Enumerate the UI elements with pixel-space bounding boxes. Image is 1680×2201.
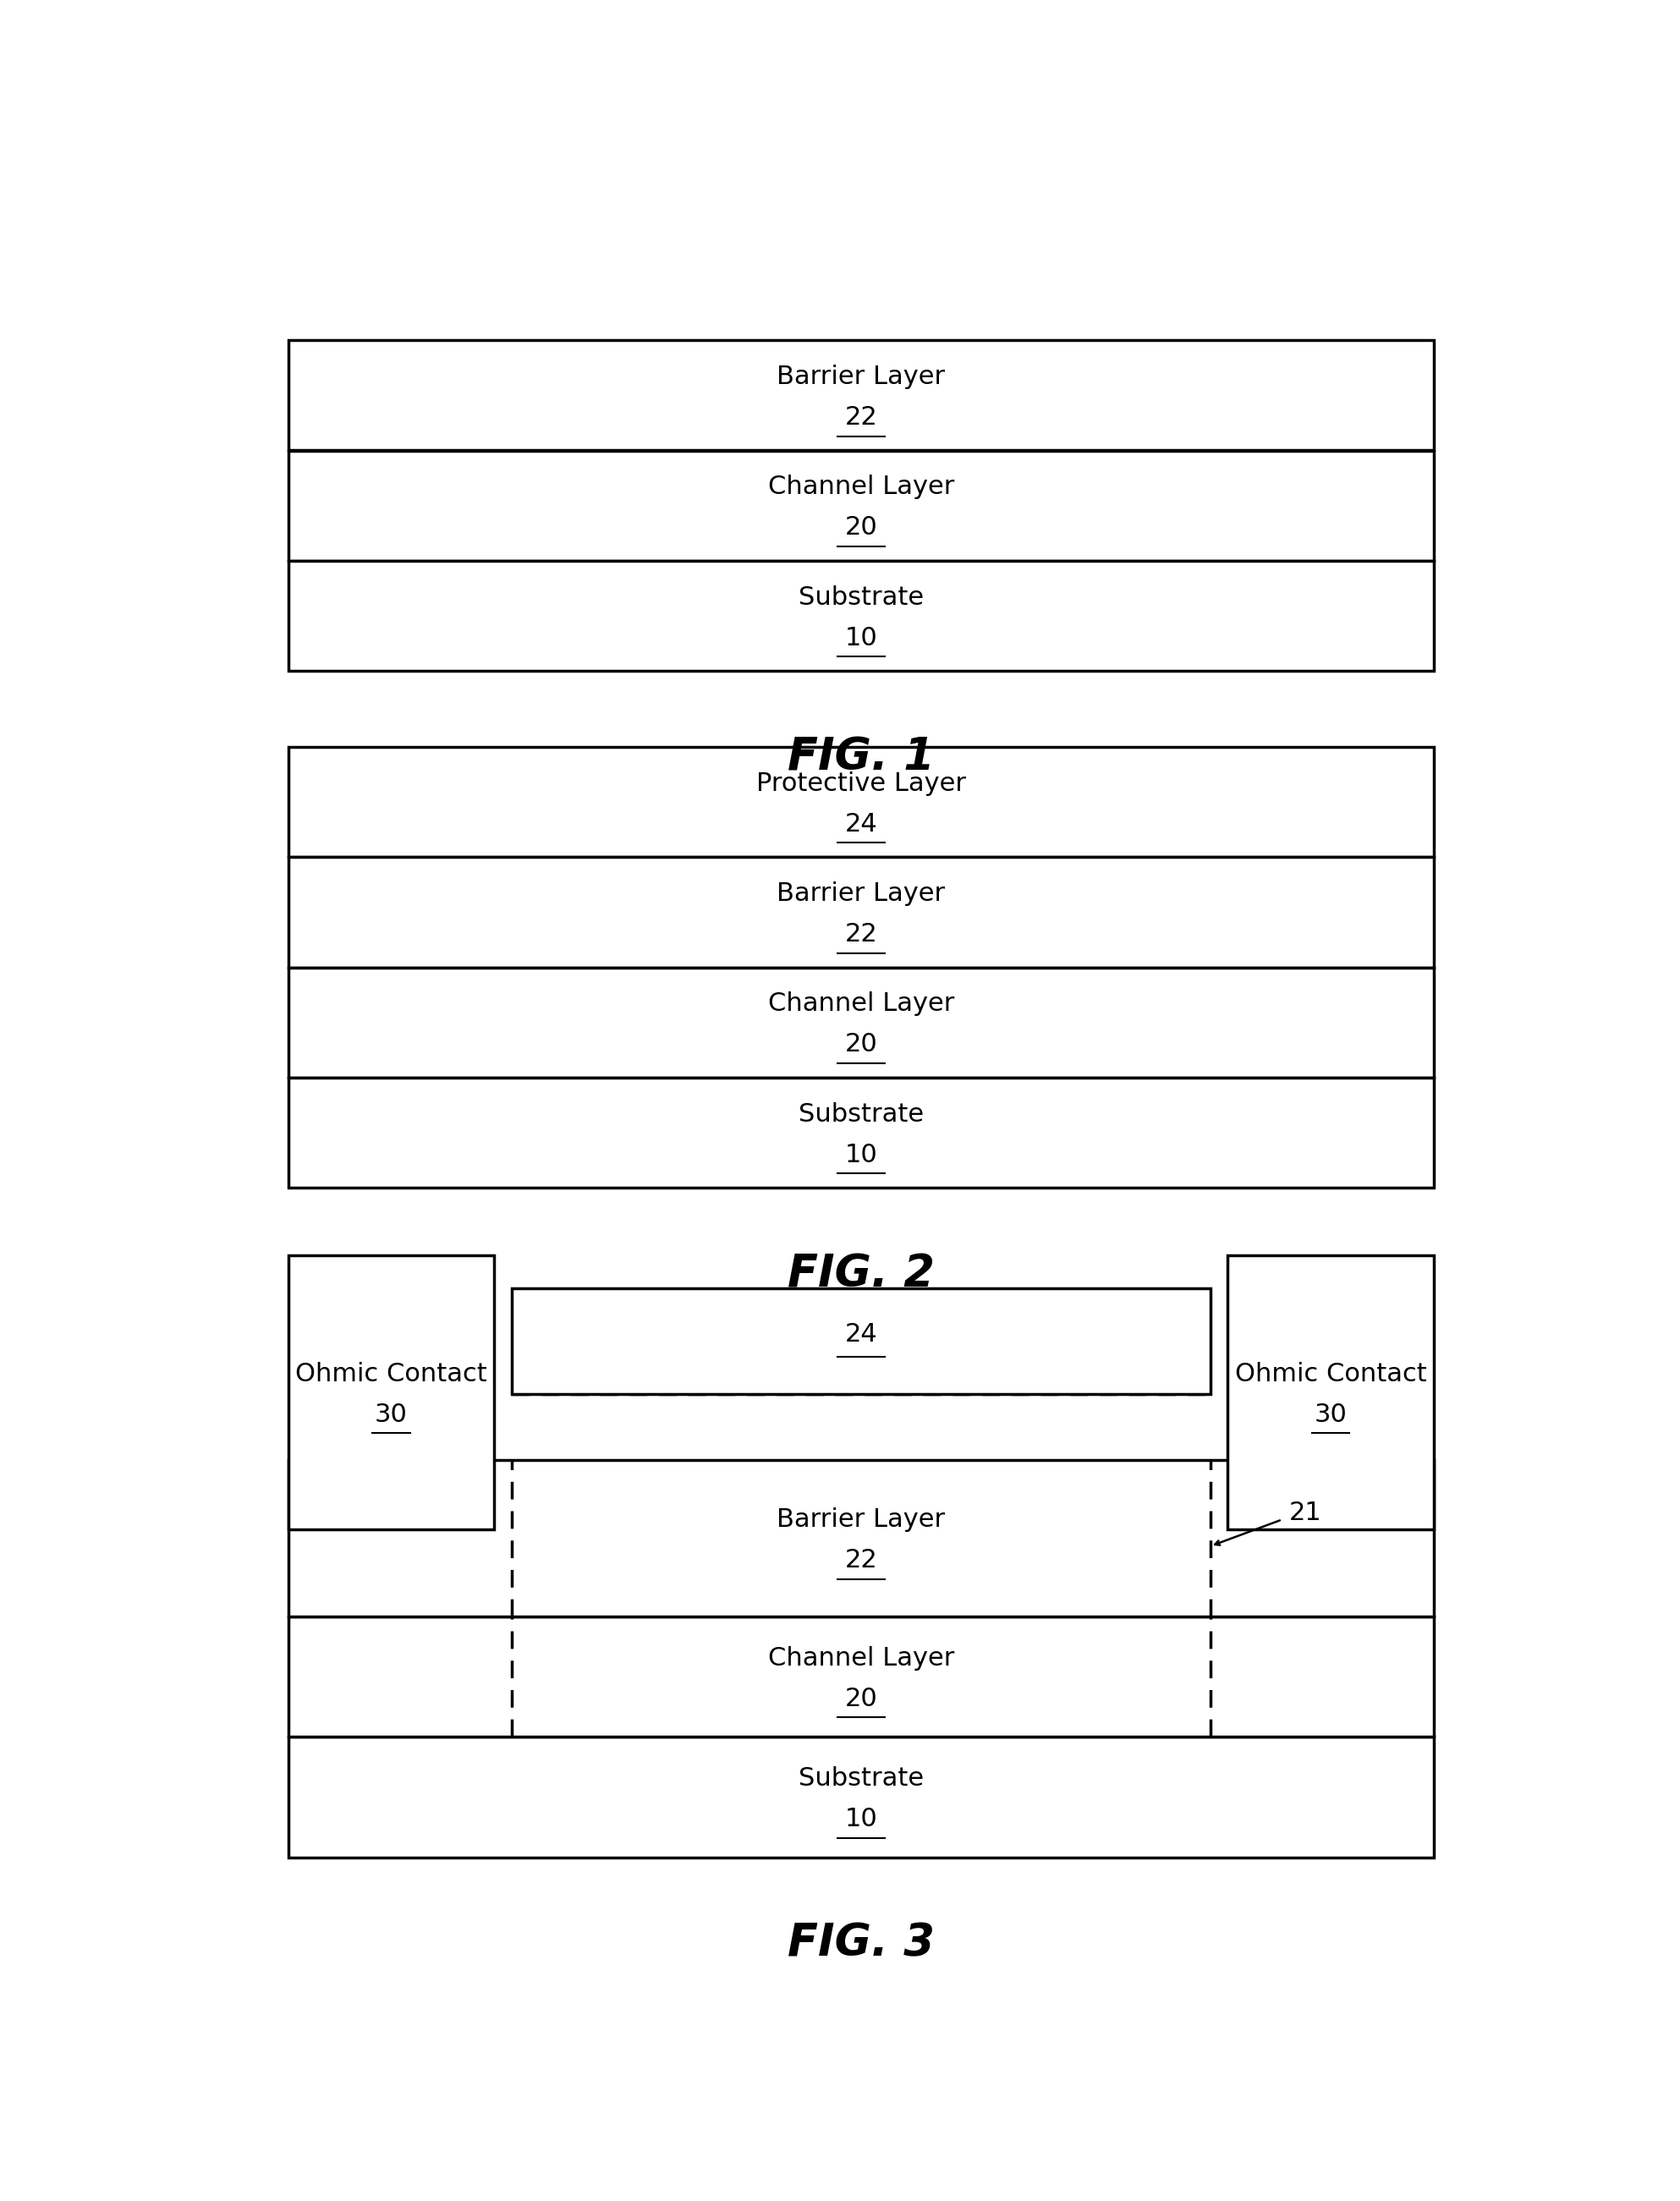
Bar <box>289 1078 1433 1189</box>
Bar <box>289 1737 1433 1858</box>
Bar <box>289 1459 1433 1616</box>
Text: FIG. 1: FIG. 1 <box>788 735 934 779</box>
Text: Channel Layer: Channel Layer <box>768 475 954 500</box>
Text: 22: 22 <box>845 405 877 429</box>
Text: Substrate: Substrate <box>798 1103 924 1127</box>
Text: Substrate: Substrate <box>798 585 924 610</box>
Bar <box>289 746 1433 856</box>
Text: 20: 20 <box>845 1686 877 1710</box>
Text: 22: 22 <box>845 1547 877 1574</box>
Text: 10: 10 <box>845 1142 877 1167</box>
Text: 20: 20 <box>845 1032 877 1056</box>
Text: 24: 24 <box>845 812 877 836</box>
Bar <box>289 1255 494 1530</box>
Bar <box>289 561 1433 671</box>
Text: Barrier Layer: Barrier Layer <box>776 365 946 390</box>
Text: FIG. 3: FIG. 3 <box>788 1921 934 1965</box>
Text: 10: 10 <box>845 625 877 649</box>
Bar <box>289 968 1433 1078</box>
Text: Barrier Layer: Barrier Layer <box>776 880 946 907</box>
Text: Ohmic Contact: Ohmic Contact <box>1235 1362 1426 1387</box>
Text: 21: 21 <box>1289 1501 1322 1525</box>
Bar <box>1228 1255 1433 1530</box>
Text: 20: 20 <box>845 515 877 539</box>
Bar <box>289 341 1433 451</box>
Text: FIG. 2: FIG. 2 <box>788 1252 934 1296</box>
Text: 24: 24 <box>845 1323 877 1347</box>
Bar <box>289 451 1433 561</box>
Text: 30: 30 <box>375 1402 408 1426</box>
Bar <box>289 1616 1433 1737</box>
Text: Protective Layer: Protective Layer <box>756 770 966 797</box>
Text: Channel Layer: Channel Layer <box>768 1646 954 1671</box>
Text: Substrate: Substrate <box>798 1765 924 1792</box>
Bar <box>289 858 1433 968</box>
Text: 22: 22 <box>845 922 877 946</box>
Text: 30: 30 <box>1314 1402 1347 1426</box>
Text: 10: 10 <box>845 1807 877 1831</box>
Text: Barrier Layer: Barrier Layer <box>776 1508 946 1532</box>
Text: Channel Layer: Channel Layer <box>768 993 954 1017</box>
Bar <box>511 1288 1211 1393</box>
Text: Ohmic Contact: Ohmic Contact <box>296 1362 487 1387</box>
